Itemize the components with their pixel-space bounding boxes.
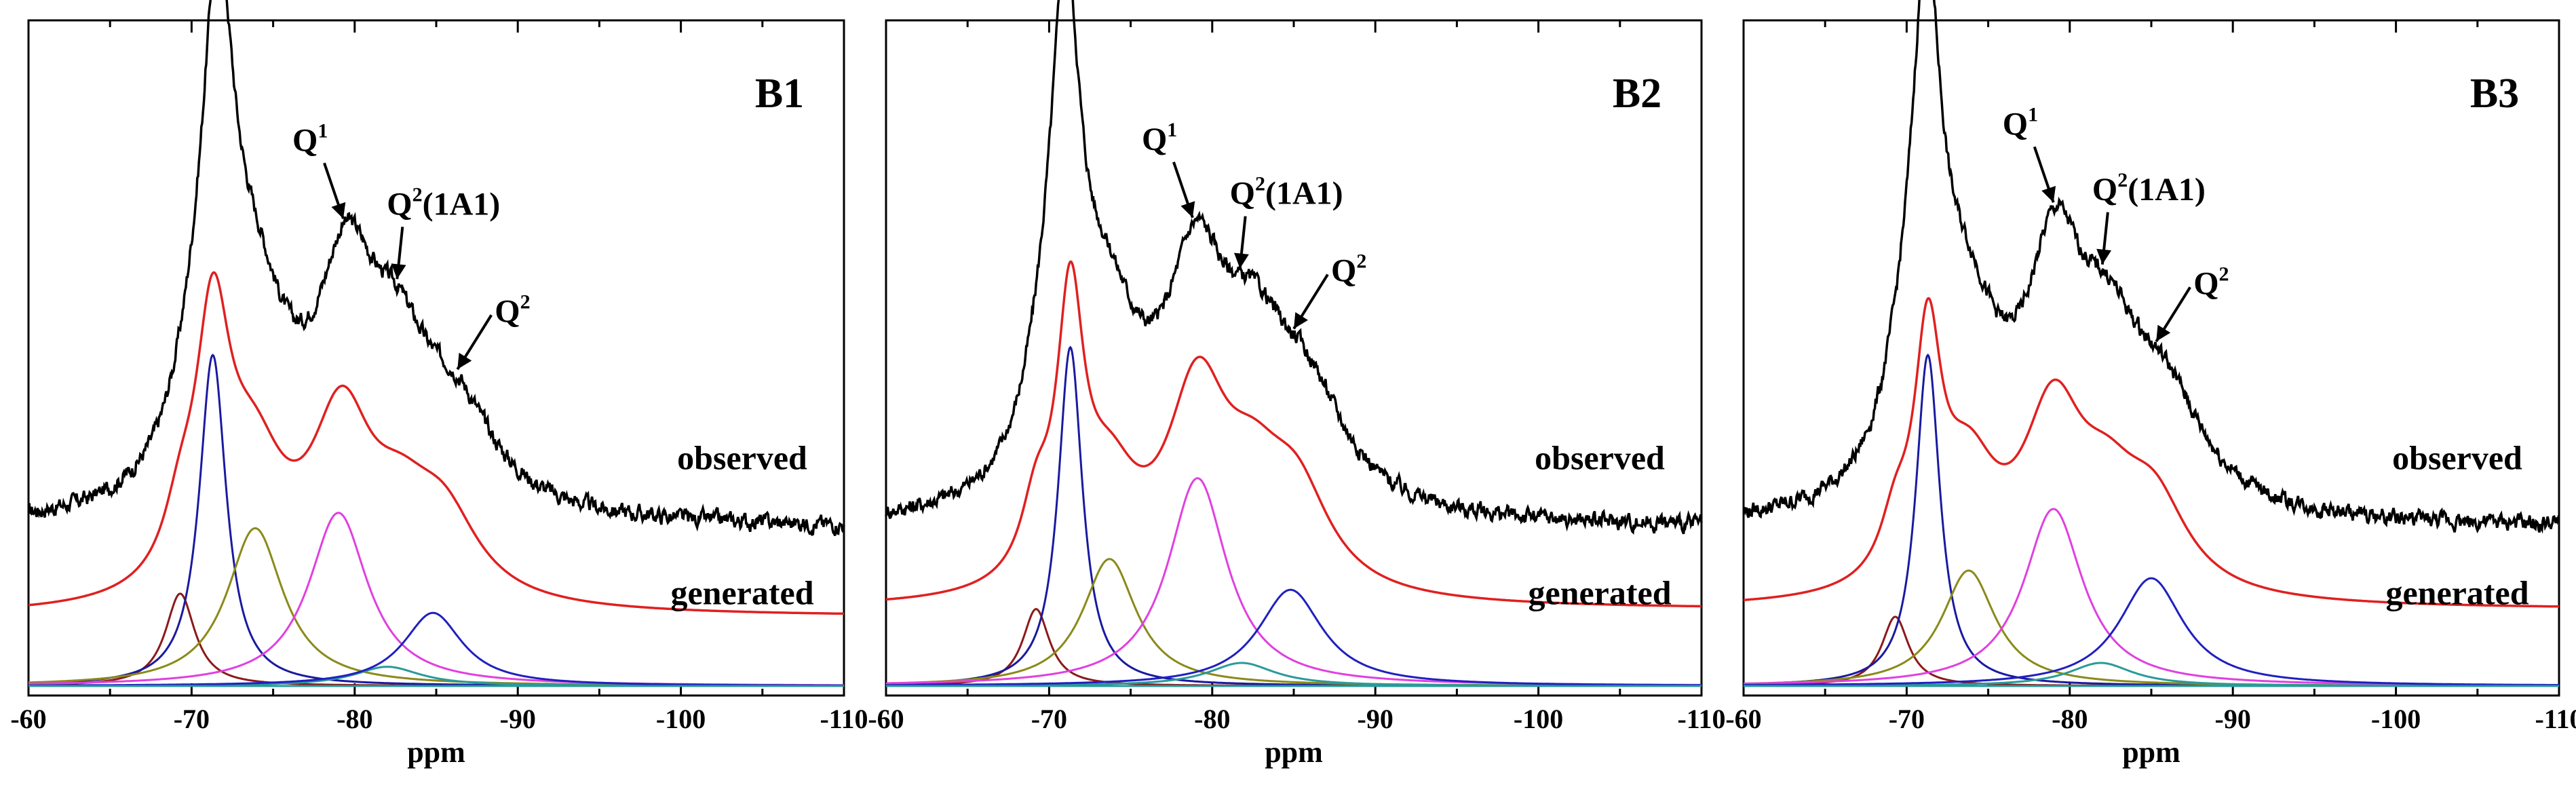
- x-axis-title: ppm: [407, 736, 465, 769]
- annotation-arrowhead: [1234, 252, 1249, 269]
- x-tick-label: -100: [2371, 704, 2421, 734]
- peak-annotation-label: Q1: [292, 119, 328, 158]
- peak-annotation-label: Q2(1A1): [387, 183, 500, 222]
- peak-annotation-label: Q1: [1142, 119, 1177, 157]
- annotation-arrowhead: [1294, 312, 1308, 329]
- x-tick-label: -60: [1725, 704, 1761, 734]
- generated-trace: [28, 271, 844, 615]
- observed-label: observed: [1535, 439, 1665, 477]
- observed-label: observed: [2392, 439, 2522, 477]
- observed-trace: [885, 0, 1703, 535]
- generated-label: generated: [1528, 574, 1671, 612]
- observed-trace: [1742, 0, 2560, 534]
- generated-label: generated: [2385, 574, 2529, 612]
- annotation-arrowhead: [2096, 248, 2112, 265]
- panel-b3: -60 -70 -80 -90 -100 -110 ppm B3 observed generat…: [1725, 0, 2576, 769]
- x-tick-label: -60: [868, 704, 904, 734]
- panel-label: B1: [755, 71, 804, 117]
- x-tick-label: -60: [10, 704, 46, 734]
- x-axis-title: ppm: [1265, 736, 1323, 769]
- generated-label: generated: [670, 574, 813, 612]
- x-tick-label: -90: [2215, 704, 2251, 734]
- x-tick-label: -70: [174, 704, 210, 734]
- component-peak-5: [28, 666, 844, 687]
- annotation-arrowhead: [331, 202, 346, 219]
- peak-annotation-label: Q1: [2003, 103, 2038, 142]
- x-tick-label: -80: [337, 704, 372, 734]
- annotation-arrowhead: [1180, 201, 1195, 218]
- generated-trace: [885, 260, 1702, 608]
- generated-trace: [1743, 297, 2559, 608]
- peak-annotation-label: Q2(1A1): [2092, 169, 2206, 208]
- x-tick-label: -90: [500, 704, 536, 734]
- annotation-arrowhead: [2041, 185, 2056, 203]
- annotation-arrowhead: [457, 352, 472, 370]
- peak-annotation-label: Q2(1A1): [1230, 173, 1343, 212]
- x-axis-title: ppm: [2122, 736, 2180, 769]
- observed-label: observed: [677, 439, 807, 477]
- panel-label: B2: [1613, 71, 1661, 117]
- component-peak-6: [1744, 577, 2559, 686]
- annotation-arrowhead: [391, 263, 406, 280]
- peak-annotation-label: Q2: [495, 290, 530, 329]
- x-tick-label: -90: [1358, 704, 1393, 734]
- x-tick-label: -110: [820, 704, 868, 734]
- observed-trace: [27, 0, 845, 537]
- panel-b2: -60 -70 -80 -90 -100 -110 ppm B2 observed generat…: [868, 0, 1726, 769]
- component-peak-6: [886, 588, 1702, 687]
- x-tick-label: -80: [1194, 704, 1230, 734]
- x-tick-label: -110: [2535, 704, 2576, 734]
- panel-b1: -60 -70 -80 -90 -100 -110 ppm B1 observed generat…: [10, 0, 868, 769]
- x-tick-label: -80: [2052, 704, 2088, 734]
- x-tick-label: -70: [1031, 704, 1067, 734]
- component-peak-6: [28, 611, 844, 687]
- x-tick-label: -100: [1514, 704, 1563, 734]
- annotation-arrowhead: [2156, 324, 2171, 342]
- peak-annotation-label: Q2: [1331, 250, 1366, 289]
- panel-label: B3: [2470, 71, 2519, 117]
- x-tick-label: -110: [1677, 704, 1725, 734]
- x-tick-label: -100: [656, 704, 706, 734]
- peak-annotation-label: Q2: [2193, 263, 2229, 301]
- x-tick-label: -70: [1889, 704, 1925, 734]
